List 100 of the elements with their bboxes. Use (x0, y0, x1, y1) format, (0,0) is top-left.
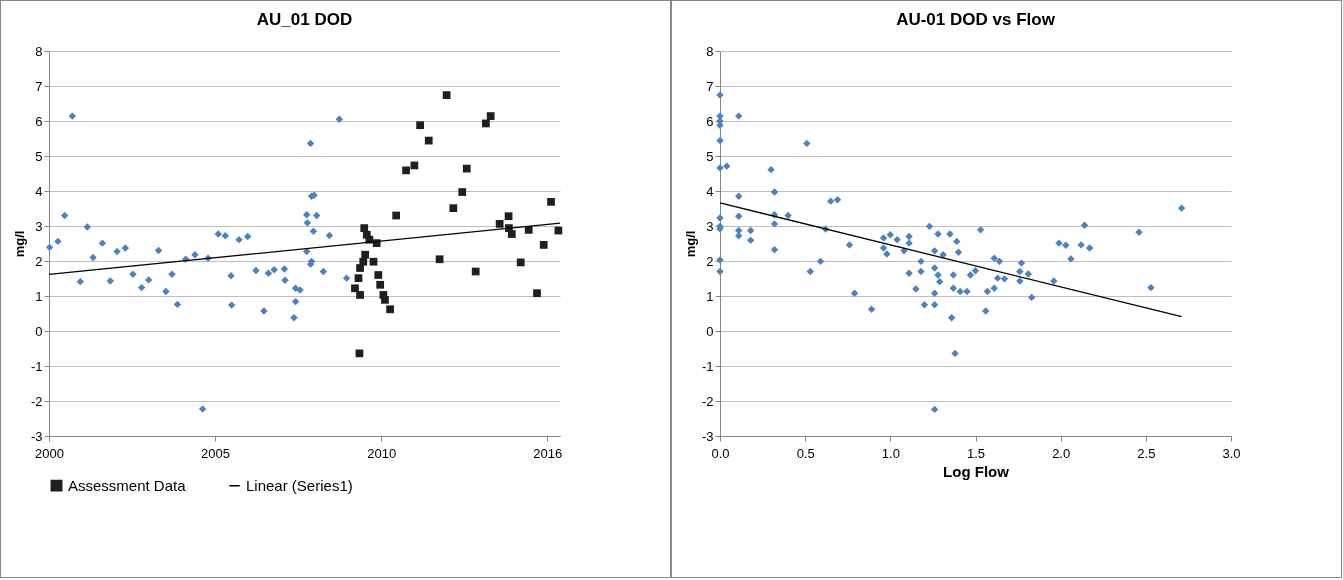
y-tick-label: 1 (35, 288, 43, 304)
y-tick-label: 3 (706, 218, 714, 234)
point (76, 277, 85, 286)
x-tick-label: 2.5 (1137, 445, 1156, 461)
point (507, 230, 516, 238)
point (416, 121, 424, 130)
x-tick-label: 2016 (533, 445, 563, 461)
y-tick-label: 4 (706, 183, 714, 199)
point (458, 188, 467, 196)
y-tick-label: -2 (701, 393, 714, 409)
y-tick-label: 5 (706, 148, 714, 164)
y-tick-label: 0 (35, 323, 43, 339)
x-tick-label: 1.5 (966, 445, 986, 461)
point (486, 112, 495, 120)
y-tick-label: -3 (30, 428, 43, 444)
point (374, 271, 383, 279)
point (60, 211, 69, 220)
point (243, 232, 252, 241)
point (221, 232, 229, 240)
point (291, 297, 300, 306)
point (442, 91, 451, 99)
point (435, 255, 444, 264)
x-tick-label: 2005 (201, 445, 231, 461)
x-tick-label: 2000 (35, 445, 64, 461)
point (154, 246, 163, 255)
point (214, 230, 222, 238)
y-tick-label: 2 (706, 253, 714, 269)
point (198, 405, 207, 413)
point (191, 250, 199, 259)
point (386, 305, 394, 314)
point (335, 115, 344, 123)
point (312, 211, 321, 220)
point (303, 219, 312, 227)
point (410, 161, 419, 170)
point (270, 266, 278, 274)
point (360, 224, 369, 232)
point (162, 287, 170, 296)
y-tick-label: 7 (35, 78, 43, 94)
x-tick-label: 1.0 (881, 445, 900, 461)
point (504, 212, 513, 221)
y-axis-title: mg/l (11, 230, 27, 258)
point (342, 274, 351, 282)
point (449, 204, 458, 213)
point (319, 267, 328, 276)
point (495, 220, 504, 228)
point (54, 237, 62, 246)
point (356, 264, 364, 272)
y-tick-label: 7 (706, 78, 714, 94)
point (280, 265, 289, 273)
point (227, 271, 235, 280)
point (376, 280, 385, 289)
y-tick-label: 2 (35, 253, 43, 269)
point (539, 241, 548, 249)
point (168, 270, 176, 279)
legend-label: Linear (Series1) (246, 476, 353, 494)
point (516, 258, 525, 267)
y-tick-label: -1 (701, 358, 714, 374)
y-tick-label: 5 (35, 148, 43, 164)
point (471, 267, 480, 276)
y-tick-label: -2 (30, 393, 43, 409)
y-tick-label: 1 (706, 288, 714, 304)
point (354, 274, 363, 283)
point (235, 235, 243, 244)
x-tick-label: 2010 (367, 445, 397, 461)
y-tick-label: 8 (35, 43, 43, 59)
point (173, 300, 182, 309)
y-tick-label: 3 (35, 218, 43, 234)
point (227, 301, 236, 309)
point (381, 295, 389, 304)
point (462, 164, 471, 173)
point (356, 291, 364, 299)
y-tick-label: 6 (706, 113, 714, 129)
point (98, 239, 107, 247)
point (547, 197, 555, 206)
y-tick-label: -3 (701, 428, 714, 444)
point (303, 211, 311, 219)
point (392, 211, 401, 220)
point (309, 227, 318, 235)
point (306, 139, 315, 148)
y-tick-label: 6 (35, 113, 43, 129)
point (290, 313, 298, 322)
y-tick-label: 8 (706, 43, 714, 59)
y-axis-title: mg/l (682, 230, 698, 258)
point (89, 253, 97, 262)
point (45, 243, 54, 252)
y-tick-label: 4 (35, 183, 43, 199)
y-tick-label: -1 (30, 358, 43, 374)
point (533, 289, 541, 298)
point (369, 257, 378, 266)
point (113, 247, 121, 256)
point (252, 266, 260, 275)
point (325, 231, 334, 240)
point (106, 277, 115, 285)
legend-label: Assessment Data (68, 476, 187, 494)
x-axis-title: Log Flow (943, 462, 1010, 480)
point (482, 119, 490, 128)
point (129, 270, 137, 279)
x-tick-label: 0.5 (796, 445, 815, 461)
y-tick-label: 0 (706, 323, 714, 339)
point (137, 283, 146, 292)
